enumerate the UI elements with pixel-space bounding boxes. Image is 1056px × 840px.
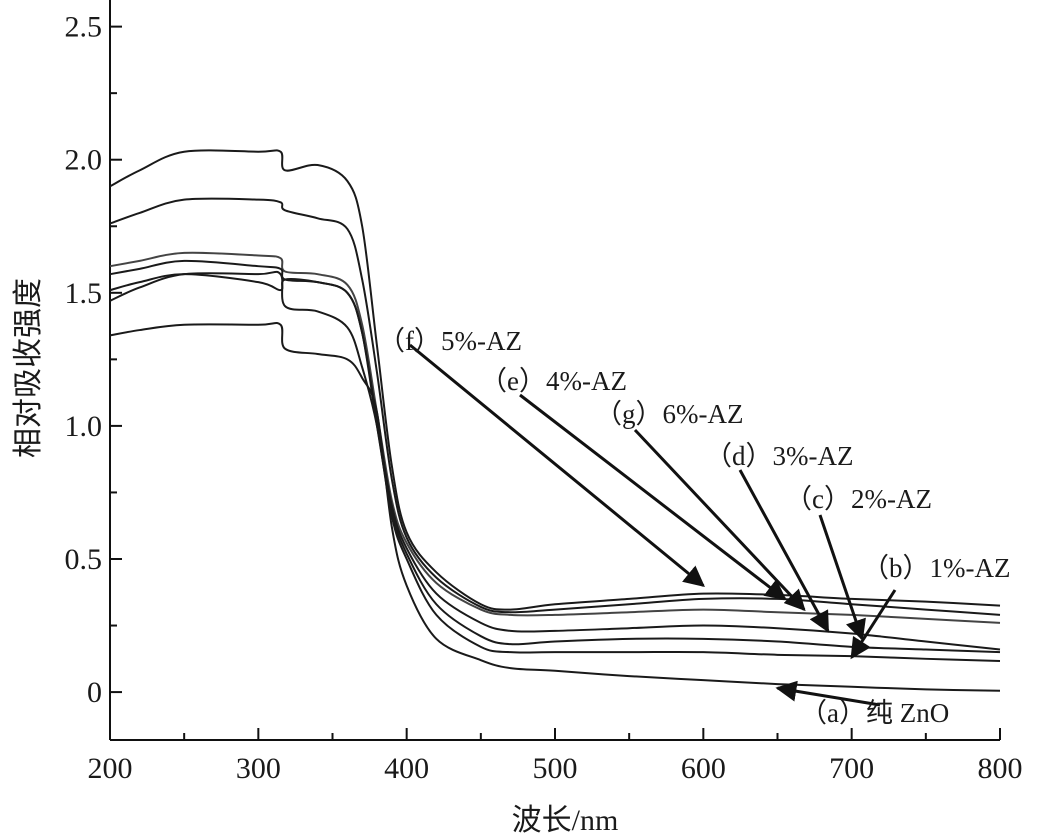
- x-tick-label: 700: [829, 752, 874, 785]
- annotation-arrow: [850, 589, 897, 660]
- y-axis-label: 相对吸收强度: [12, 278, 45, 458]
- series-line: [109, 273, 1001, 654]
- series-line: [109, 251, 1001, 624]
- annotation-label: （d）3%-AZ: [705, 441, 853, 471]
- annotation-arrow: [775, 680, 881, 707]
- y-tick-label: 2.5: [65, 11, 103, 44]
- x-tick-label: 300: [236, 752, 281, 785]
- series-lines: [109, 149, 1001, 692]
- annotation-label: （b）1%-AZ: [862, 553, 1010, 583]
- annotation-label: （f）5%-AZ: [378, 326, 522, 356]
- x-tick-label: 800: [978, 752, 1023, 785]
- series-line: [109, 197, 1001, 616]
- y-tick-label: 0.5: [65, 543, 103, 576]
- x-tick-label: 600: [681, 752, 726, 785]
- y-tick-label: 0: [87, 676, 102, 709]
- y-tick-label: 1.0: [65, 410, 103, 443]
- annotation-arrow: [818, 514, 866, 641]
- y-tick-label: 2.0: [65, 144, 103, 177]
- annotation-label: （a）纯 ZnO: [800, 698, 949, 728]
- annotations: （f）5%-AZ （e）4%-AZ（g）6%-AZ （d）3%-AZ （c）2%-AZ…: [378, 326, 1010, 728]
- axes: 200 300 400 500 600 700 800 0 0.5 1.0 1.5 2.0 2.5: [65, 0, 1023, 785]
- x-axis-label: 波长/nm: [512, 804, 619, 837]
- y-tick-label: 1.5: [65, 277, 103, 310]
- x-tick-label: 200: [88, 752, 133, 785]
- annotation-label: （c）2%-AZ: [785, 484, 932, 514]
- annotation-arrow: [633, 428, 806, 612]
- x-tick-label: 500: [533, 752, 578, 785]
- series-line: [109, 321, 1001, 692]
- annotation-arrow: [519, 393, 787, 601]
- annotation-label: （g）6%-AZ: [595, 399, 743, 429]
- annotation-arrow: [738, 469, 830, 633]
- x-tick-label: 400: [384, 752, 429, 785]
- series-line: [109, 270, 1001, 662]
- series-line: [109, 149, 1001, 611]
- annotation-label: （e）4%-AZ: [480, 366, 627, 396]
- annotation-arrow: [409, 343, 705, 587]
- series-line: [109, 259, 1001, 651]
